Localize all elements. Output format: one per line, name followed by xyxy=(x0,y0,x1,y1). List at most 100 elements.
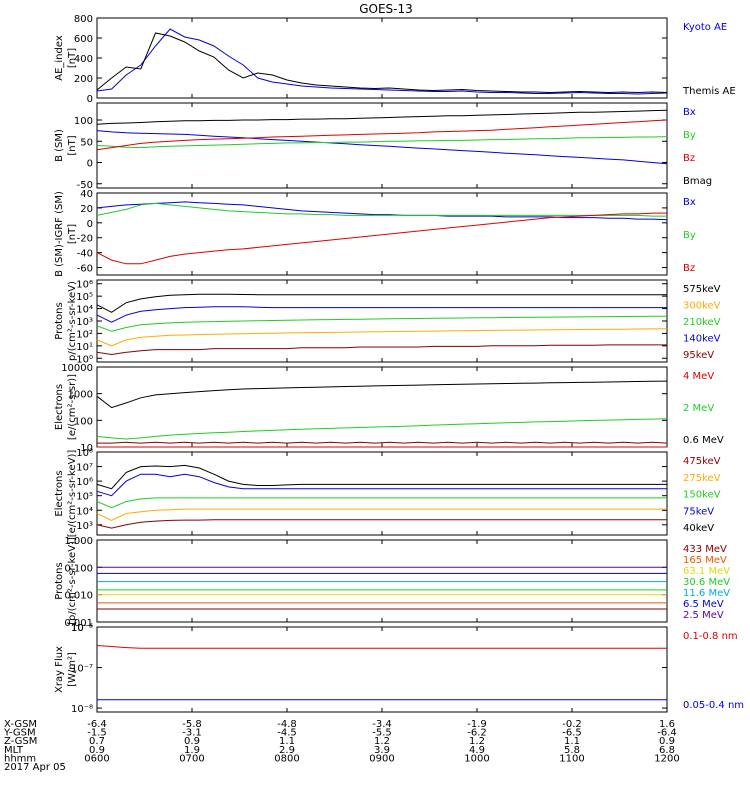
series-line-210kev xyxy=(96,315,668,332)
series-line-themis-ae xyxy=(96,32,668,94)
axis-row-value: -5.5 xyxy=(372,728,392,739)
legend-label: Bmag xyxy=(683,176,712,187)
legend-label: 95keV xyxy=(683,350,714,361)
axis-row-value: 5.8 xyxy=(564,745,580,756)
y-tick-label: 10⁻⁶ xyxy=(71,623,93,634)
axis-row-value: -1.9 xyxy=(467,719,487,730)
legend-label: 2.5 MeV xyxy=(683,610,724,621)
legend-label: 0.1-0.8 nm xyxy=(683,631,738,642)
series-line-95kev xyxy=(96,344,667,356)
legend-label: By xyxy=(683,130,696,141)
panel-frame xyxy=(96,192,668,276)
axis-row-label: Z-GSM xyxy=(4,736,37,747)
y-axis-unit: p/(cm²-s-sr-keV) xyxy=(67,281,78,361)
legend-label: 433 MeV xyxy=(683,544,727,555)
y-axis-unit: [p/(cm²-s-sr-keV)] xyxy=(67,537,78,625)
y-axis-unit: [e/(cm²-s-sr-keV)] xyxy=(67,450,78,538)
panel-7: 0.001 0.010 0.100 1.000 Protons [p/(cm²-s-sr-… xyxy=(54,536,730,629)
axis-row-value: -0.2 xyxy=(562,719,582,730)
axis-row-value: 1100 xyxy=(559,753,584,764)
y-tick-label: 10 xyxy=(80,443,93,454)
axis-row-value: 1.6 xyxy=(659,719,675,730)
y-axis-unit: [nT] xyxy=(67,224,78,244)
y-axis-label: AE_index xyxy=(54,35,65,81)
y-tick-label: 100 xyxy=(74,416,93,427)
legend-label: 0.05-0.4 nm xyxy=(683,700,744,711)
y-tick-label: 10⁻⁷ xyxy=(71,664,93,675)
y-axis-label: Electrons xyxy=(54,384,65,430)
axis-row-value: -6.2 xyxy=(467,728,487,739)
legend-label: 210keV xyxy=(683,317,721,328)
axis-row-value: 3.9 xyxy=(374,745,390,756)
y-axis-label: Protons xyxy=(54,302,65,339)
legend-label: 275keV xyxy=(683,473,721,484)
y-tick-label: 10⁸ xyxy=(76,448,93,459)
axis-row-value: 1.1 xyxy=(564,736,580,747)
panel-3: -60 -40 -20 0 20 40 B (SM)-IGRF (SM) [nT] Bx By Bz xyxy=(54,189,696,277)
y-axis-label: B (SM)-IGRF (SM) xyxy=(54,191,65,277)
axis-row-value: -4.8 xyxy=(277,719,297,730)
axis-row-value: -3.4 xyxy=(372,719,392,730)
axis-row-label: MLT xyxy=(4,745,24,756)
legend-label: 4 MeV xyxy=(683,371,714,382)
legend-label: Bx xyxy=(683,197,696,208)
y-tick-label: -60 xyxy=(77,264,93,275)
series-line-150kev xyxy=(96,497,667,509)
legend-label: 2 MeV xyxy=(683,403,714,414)
y-tick-label: 10⁻⁵ xyxy=(71,623,93,634)
y-tick-label: 40 xyxy=(80,189,93,200)
axis-row-value: -4.5 xyxy=(277,728,297,739)
y-tick-label: 10³ xyxy=(76,521,93,532)
y-axis-label: Protons xyxy=(54,562,65,599)
y-tick-label: 0 xyxy=(87,94,93,105)
y-tick-label: 400 xyxy=(74,54,93,65)
series-line-0-6-mev xyxy=(96,380,668,409)
y-tick-label: 800 xyxy=(74,14,93,25)
y-tick-label: 10⁵ xyxy=(76,292,93,303)
panel-6: 10³ 10⁴ 10⁵ 10⁶ 10⁷ 10⁸ Electrons [e/(cm²-s-sr-… xyxy=(54,448,721,537)
y-tick-label: 10⁰ xyxy=(76,354,93,365)
axis-row-value: 0800 xyxy=(274,753,299,764)
series-line-bz xyxy=(96,212,667,265)
axis-row-value: -3.1 xyxy=(182,728,202,739)
series-line-0-1-0-8-nm xyxy=(96,645,667,649)
y-axis-unit: [nT] xyxy=(67,48,78,68)
axis-row-value: -6.5 xyxy=(562,728,582,739)
y-tick-label: 0.010 xyxy=(64,591,93,602)
y-tick-label: 0.001 xyxy=(64,618,93,629)
legend-label: 40keV xyxy=(683,523,714,534)
axis-row-value: 0700 xyxy=(179,753,204,764)
axis-row-value: 1000 xyxy=(464,753,489,764)
series-line-bx xyxy=(96,201,668,221)
y-axis-unit: [nT] xyxy=(67,135,78,155)
axis-row-value: 2.9 xyxy=(279,745,295,756)
legend-label: 575keV xyxy=(683,284,721,295)
y-tick-label: 0.100 xyxy=(64,563,93,574)
y-tick-label: 10⁻⁸ xyxy=(71,704,93,715)
series-line-kyoto-ae xyxy=(96,28,668,95)
plot-title: GOES-13 xyxy=(359,2,413,16)
axis-row-value: 6.8 xyxy=(659,745,675,756)
y-tick-label: 10⁴ xyxy=(76,305,93,316)
y-tick-label: 10000 xyxy=(61,363,93,374)
series-line-2-mev xyxy=(96,418,668,440)
legend-label: 6.5 MeV xyxy=(683,599,724,610)
series-line-bz xyxy=(96,119,668,151)
y-tick-label: 50 xyxy=(80,137,93,148)
y-tick-label: -50 xyxy=(77,180,93,191)
y-tick-label: 0 xyxy=(87,159,93,170)
y-tick-label: 10⁵ xyxy=(76,492,93,503)
y-tick-label: 20 xyxy=(80,204,93,215)
y-tick-label: 600 xyxy=(74,34,93,45)
date-label: 2017 Apr 05 xyxy=(4,762,66,773)
y-axis-unit: [e/(cm²-s-sr)] xyxy=(67,374,78,440)
legend-label: 11.6 MeV xyxy=(683,588,730,599)
legend-label: 30.6 MeV xyxy=(683,577,730,588)
legend-label: 475keV xyxy=(683,456,721,467)
panel-frame xyxy=(96,451,668,536)
axis-row-value: 1.2 xyxy=(374,736,390,747)
axis-row-value: -6.4 xyxy=(87,719,107,730)
series-line-275kev xyxy=(96,508,667,521)
